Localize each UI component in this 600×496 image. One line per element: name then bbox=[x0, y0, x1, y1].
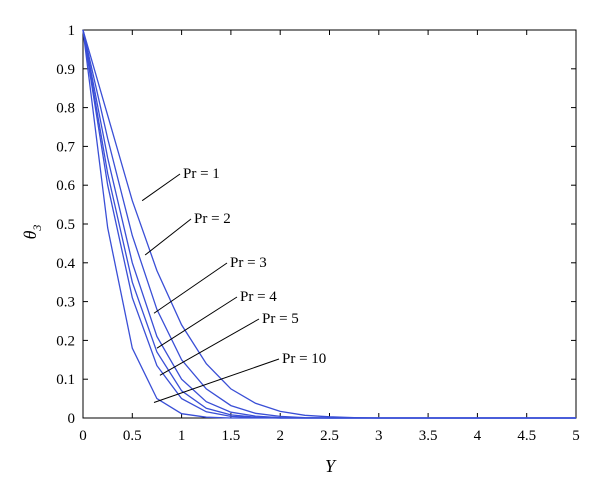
y-tick-label: 0.6 bbox=[56, 178, 75, 194]
series-line-5 bbox=[82, 29, 576, 419]
y-tick-label: 0.1 bbox=[56, 372, 75, 388]
y-tick-label: 0.7 bbox=[56, 139, 75, 155]
tick-group: 0 0.5 1 1.5 2 2.5 3 3.5 4 4.5 5 0 0.1 0.2 0.3 0.4 0.5 0.6… bbox=[56, 23, 580, 444]
y-tick-label: 0 bbox=[68, 411, 76, 427]
series-line-4 bbox=[82, 29, 576, 419]
annotation-leader-line bbox=[156, 296, 238, 349]
series-group bbox=[82, 29, 576, 419]
annotation-label: Pr = 4 bbox=[240, 289, 277, 305]
x-tick-label: 1 bbox=[178, 428, 186, 444]
y-axis-label-symbol: θ bbox=[20, 230, 40, 239]
annotation-label: Pr = 3 bbox=[230, 255, 267, 271]
annotation-group: Pr = 1 Pr = 2 Pr = 3 Pr = 4 Pr = 5 Pr = 10 bbox=[141, 166, 326, 403]
annotation-leader-line bbox=[159, 318, 260, 376]
annotation-label: Pr = 1 bbox=[183, 166, 220, 182]
y-axis-label-subscript: 3 bbox=[30, 225, 44, 232]
y-tick-label: 0.5 bbox=[56, 217, 75, 233]
x-tick-label: 0 bbox=[79, 428, 87, 444]
plot-area-frame bbox=[82, 29, 577, 419]
y-tick-label: 0.2 bbox=[56, 333, 75, 349]
y-tick-label: 0.4 bbox=[56, 256, 75, 272]
annotation-label: Pr = 10 bbox=[282, 351, 326, 367]
annotation-label: Pr = 2 bbox=[194, 211, 231, 227]
series-line-3 bbox=[82, 29, 576, 419]
annotation-leader-line bbox=[141, 173, 181, 202]
x-tick-label: 5 bbox=[572, 428, 580, 444]
series-line-2 bbox=[82, 29, 576, 419]
x-tick-label: 1.5 bbox=[222, 428, 241, 444]
x-tick-label: 2 bbox=[276, 428, 284, 444]
series-line-6 bbox=[82, 29, 576, 419]
series-line-1 bbox=[82, 29, 576, 419]
x-tick-label: 0.5 bbox=[123, 428, 142, 444]
y-tick-label: 1 bbox=[68, 23, 76, 39]
y-axis-label: θ3 bbox=[20, 225, 44, 240]
x-tick-label: 3.5 bbox=[419, 428, 438, 444]
x-tick-label: 4 bbox=[474, 428, 482, 444]
annotation-leader-line bbox=[153, 358, 280, 403]
x-tick-label: 2.5 bbox=[320, 428, 339, 444]
x-axis-label: Y bbox=[325, 456, 337, 476]
annotation-leader-line bbox=[153, 262, 228, 314]
annotation-leader-line bbox=[144, 218, 192, 256]
y-tick-label: 0.8 bbox=[56, 101, 75, 117]
y-tick-label: 0.3 bbox=[56, 295, 75, 311]
x-tick-label: 4.5 bbox=[517, 428, 536, 444]
x-tick-label: 3 bbox=[375, 428, 383, 444]
annotation-label: Pr = 5 bbox=[262, 311, 299, 327]
y-tick-label: 0.9 bbox=[56, 62, 75, 78]
